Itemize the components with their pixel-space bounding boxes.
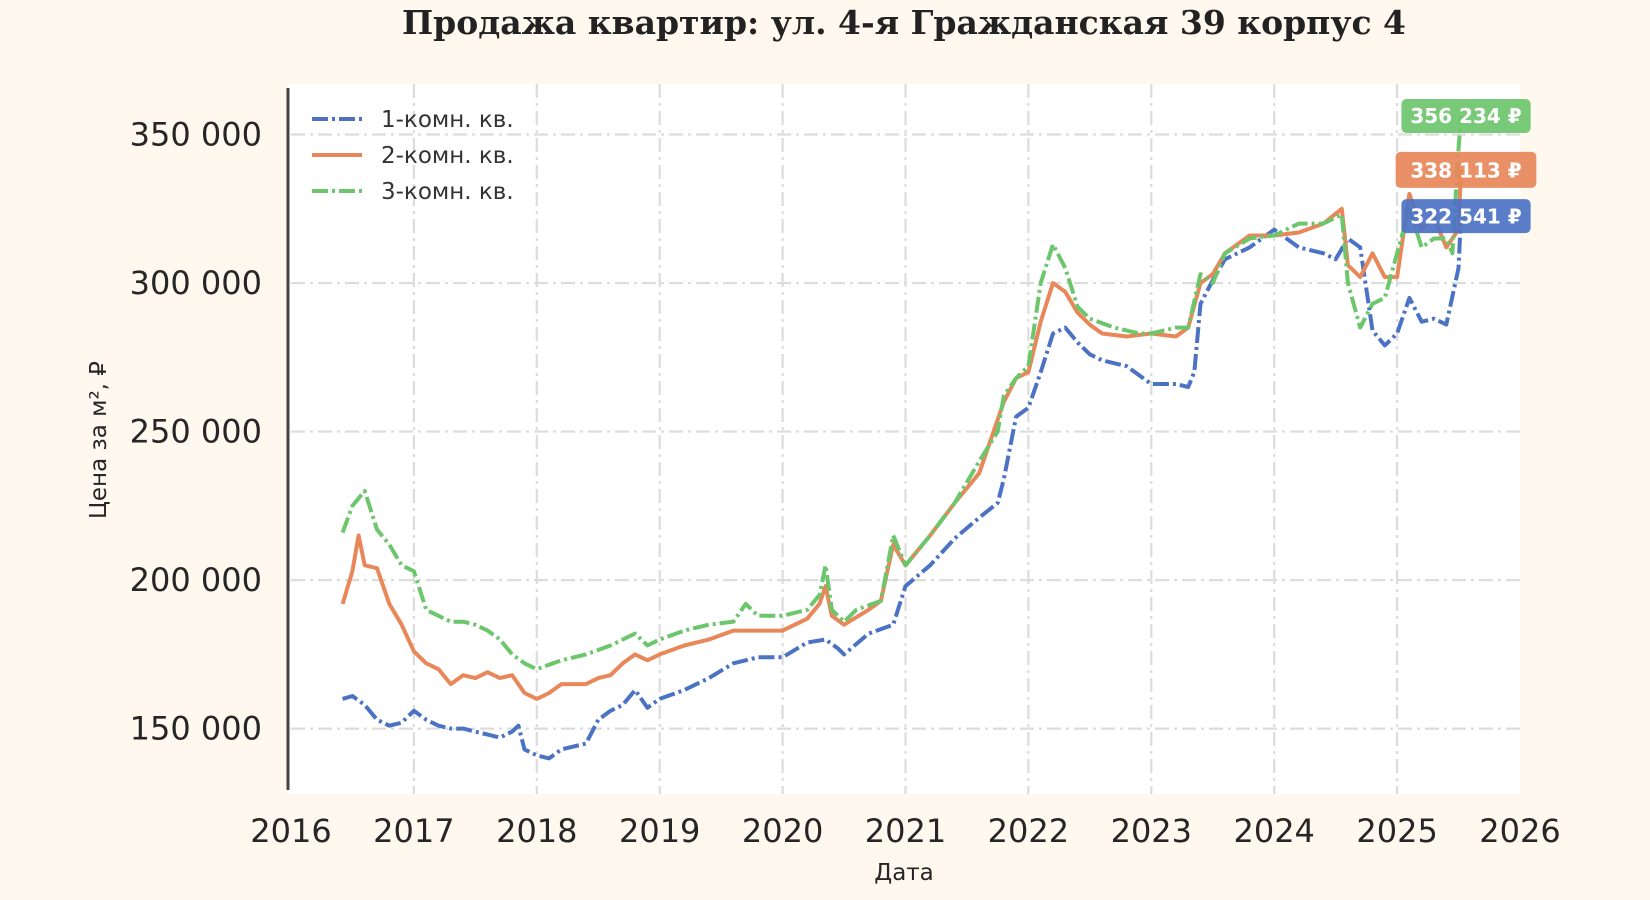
legend-label: 2-комн. кв. (381, 143, 514, 169)
end-label-text: 338 113 ₽ (1410, 159, 1521, 183)
x-tick-label-2016: 2016 (250, 812, 331, 850)
y-tick-label-150000: 150 000 (130, 710, 262, 748)
y-tick-label-300000: 300 000 (130, 264, 262, 302)
series-line-1 (342, 216, 1463, 761)
legend-entry-1: 1-комн. кв. (312, 107, 514, 133)
tick-labels: 2016 2017 2018 2019 2020 2021 2022 2023 2024 2025… (130, 116, 1561, 850)
series-line-2 (340, 169, 1463, 701)
y-axis-label: Цена за м², ₽ (86, 361, 112, 519)
x-tick-label-2025: 2025 (1356, 812, 1437, 850)
end-label-badge-3: 356 234 ₽ (1401, 98, 1531, 133)
series-lines (340, 115, 1463, 761)
legend-label: 1-комн. кв. (381, 107, 514, 133)
end-label-badge-bg (1395, 151, 1537, 188)
end-label-badge-2: 338 113 ₽ (1395, 151, 1537, 188)
series-line-3 (340, 115, 1463, 672)
legend-entry-2: 2-комн. кв. (312, 143, 514, 169)
end-label-badge-1: 322 541 ₽ (1401, 199, 1531, 234)
x-axis-label: Дата (874, 860, 934, 886)
legend: 1-комн. кв. 2-комн. кв. 3-комн. кв. (312, 107, 514, 205)
x-tick-label-2018: 2018 (496, 812, 577, 850)
legend-entry-3: 3-комн. кв. (312, 179, 514, 205)
y-tick-label-250000: 250 000 (130, 413, 262, 451)
legend-label: 3-комн. кв. (381, 179, 514, 205)
x-tick-label-2024: 2024 (1233, 812, 1314, 850)
x-tick-label-2022: 2022 (988, 812, 1069, 850)
x-tick-label-2023: 2023 (1111, 812, 1192, 850)
grid (291, 84, 1520, 794)
x-tick-label-2026: 2026 (1479, 812, 1560, 850)
x-tick-label-2020: 2020 (742, 812, 823, 850)
end-label-badge-bg (1401, 98, 1531, 133)
end-label-text: 356 234 ₽ (1410, 104, 1521, 128)
end-label-text: 322 541 ₽ (1410, 204, 1521, 228)
x-tick-label-2019: 2019 (619, 812, 700, 850)
y-tick-label-200000: 200 000 (130, 561, 262, 599)
end-label-badge-bg (1401, 199, 1531, 234)
chart-title: Продажа квартир: ул. 4-я Гражданская 39 … (402, 3, 1406, 42)
x-tick-label-2021: 2021 (865, 812, 946, 850)
x-tick-label-2017: 2017 (373, 812, 454, 850)
end-value-badges: 322 541 ₽ 338 113 ₽ 356 234 ₽ (1395, 98, 1537, 234)
y-tick-label-350000: 350 000 (130, 116, 262, 154)
